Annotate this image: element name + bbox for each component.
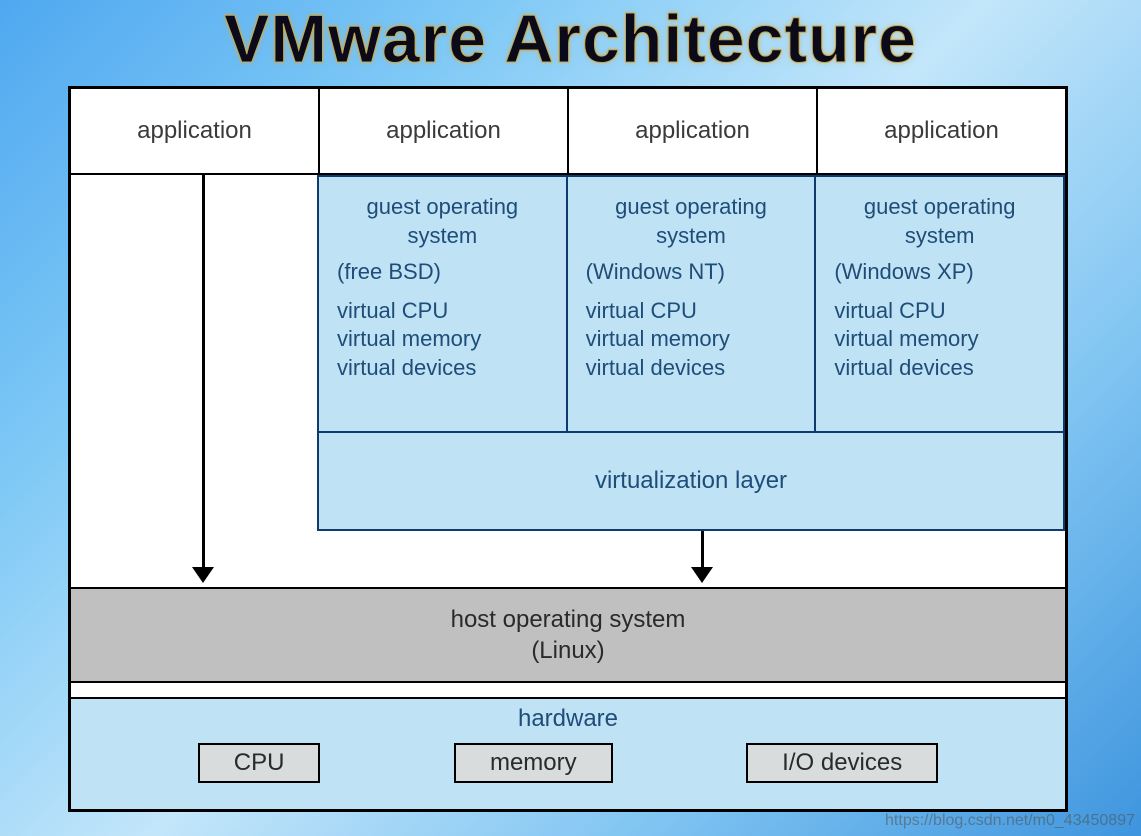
hardware-items-row: CPU memory I/O devices bbox=[71, 743, 1065, 783]
arrow-stem bbox=[202, 175, 205, 567]
guest-os-line1: virtual CPU bbox=[834, 297, 1045, 326]
application-cell-2: application bbox=[320, 89, 569, 173]
guest-os-line3: virtual devices bbox=[834, 354, 1045, 383]
gap-strip bbox=[71, 683, 1065, 697]
hardware-label: hardware bbox=[518, 705, 618, 733]
guest-os-subtitle: (Windows NT) bbox=[586, 258, 797, 287]
virtualization-layer-label: virtualization layer bbox=[319, 433, 1063, 529]
arrow-stem bbox=[701, 531, 704, 567]
arrow-native-app-to-host bbox=[192, 175, 214, 583]
guest-os-line2: virtual memory bbox=[337, 325, 548, 354]
application-cell-3: application bbox=[569, 89, 818, 173]
host-os-line1: host operating system bbox=[451, 604, 686, 635]
applications-row: application application application appl… bbox=[71, 89, 1065, 175]
guest-os-row: guest operating system (free BSD) virtua… bbox=[319, 177, 1063, 433]
guest-os-title-line1: guest operating bbox=[367, 194, 519, 219]
guest-os-line3: virtual devices bbox=[586, 354, 797, 383]
guest-os-line2: virtual memory bbox=[834, 325, 1045, 354]
slide-title: VMware Architecture bbox=[0, 0, 1141, 78]
guest-os-line1: virtual CPU bbox=[337, 297, 548, 326]
host-os-line2: (Linux) bbox=[531, 635, 604, 666]
application-cell-1: application bbox=[71, 89, 320, 173]
guest-os-title-line2: system bbox=[407, 223, 477, 248]
hardware-item-cpu: CPU bbox=[198, 743, 321, 783]
virtualization-block: guest operating system (free BSD) virtua… bbox=[317, 175, 1065, 531]
host-os-box: host operating system (Linux) bbox=[71, 587, 1065, 683]
guest-os-subtitle: (Windows XP) bbox=[834, 258, 1045, 287]
diagram-frame: application application application appl… bbox=[68, 86, 1068, 812]
guest-os-title-line1: guest operating bbox=[615, 194, 767, 219]
hardware-item-memory: memory bbox=[454, 743, 613, 783]
guest-os-line3: virtual devices bbox=[337, 354, 548, 383]
guest-os-title-line1: guest operating bbox=[864, 194, 1016, 219]
hardware-box: hardware CPU memory I/O devices bbox=[71, 697, 1065, 809]
watermark-text: https://blog.csdn.net/m0_43450897 bbox=[885, 812, 1135, 830]
hardware-item-io: I/O devices bbox=[746, 743, 938, 783]
guest-os-subtitle: (free BSD) bbox=[337, 258, 548, 287]
guest-os-title-line2: system bbox=[905, 223, 975, 248]
guest-os-cell-1: guest operating system (free BSD) virtua… bbox=[319, 177, 568, 431]
guest-os-title-line2: system bbox=[656, 223, 726, 248]
arrow-head-down-icon bbox=[691, 567, 713, 583]
arrow-head-down-icon bbox=[192, 567, 214, 583]
arrow-virtlayer-to-host bbox=[691, 531, 713, 583]
guest-os-line2: virtual memory bbox=[586, 325, 797, 354]
guest-os-cell-2: guest operating system (Windows NT) virt… bbox=[568, 177, 817, 431]
application-cell-4: application bbox=[818, 89, 1065, 173]
slide-background: VMware Architecture application applicat… bbox=[0, 0, 1141, 836]
guest-os-cell-3: guest operating system (Windows XP) virt… bbox=[816, 177, 1063, 431]
guest-os-line1: virtual CPU bbox=[586, 297, 797, 326]
